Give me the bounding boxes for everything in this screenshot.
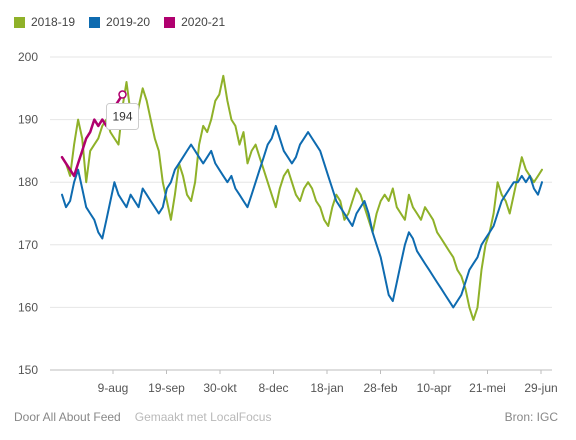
legend-label: 2020-21 (181, 15, 226, 29)
source-link[interactable]: Door All About Feed (14, 410, 121, 424)
x-tick-label: 9-aug (98, 381, 129, 395)
y-tick-label: 190 (18, 113, 38, 127)
legend-label: 2019-20 (106, 15, 151, 29)
x-axis: 9-aug 19-sep 30-okt 8-dec 18-jan 28-feb 10-apr… (98, 370, 558, 395)
y-tick-label: 150 (18, 363, 38, 377)
x-tick-label: 28-feb (363, 381, 397, 395)
x-tick-label: 8-dec (258, 381, 288, 395)
y-tick-label: 170 (18, 238, 38, 252)
x-tick-label: 18-jan (310, 381, 343, 395)
footer: Door All About Feed Gemaakt met LocalFoc… (14, 410, 558, 428)
y-tick-label: 200 (18, 50, 38, 64)
x-tick-label: 19-sep (148, 381, 185, 395)
x-tick-label: 21-mei (469, 381, 506, 395)
tooltip-marker (118, 90, 127, 99)
series-line-2018-19[interactable] (61, 74, 543, 321)
x-tick-label: 30-okt (203, 381, 237, 395)
x-tick-label: 10-apr (417, 381, 452, 395)
credit-text: Bron: IGC (504, 410, 558, 424)
y-tick-label: 160 (18, 300, 38, 314)
tooltip: 194 (106, 103, 140, 131)
series-line-2019-20[interactable] (61, 124, 543, 309)
made-with-link[interactable]: Gemaakt met LocalFocus (134, 410, 272, 424)
legend: 2018-19 2019-20 2020-21 (14, 12, 225, 32)
tooltip-value: 194 (112, 110, 132, 124)
legend-swatch (164, 16, 176, 28)
y-tick-label: 180 (18, 175, 38, 189)
legend-item-2018-19[interactable]: 2018-19 (14, 15, 75, 29)
legend-item-2020-21[interactable]: 2020-21 (164, 15, 225, 29)
legend-label: 2018-19 (31, 15, 76, 29)
legend-item-2019-20[interactable]: 2019-20 (89, 15, 150, 29)
y-grid: 150 160 170 180 190 200 (18, 50, 552, 377)
legend-swatch (89, 16, 101, 28)
x-tick-label: 29-jun (524, 381, 557, 395)
tooltip-box (106, 103, 140, 131)
legend-swatch (14, 16, 25, 28)
